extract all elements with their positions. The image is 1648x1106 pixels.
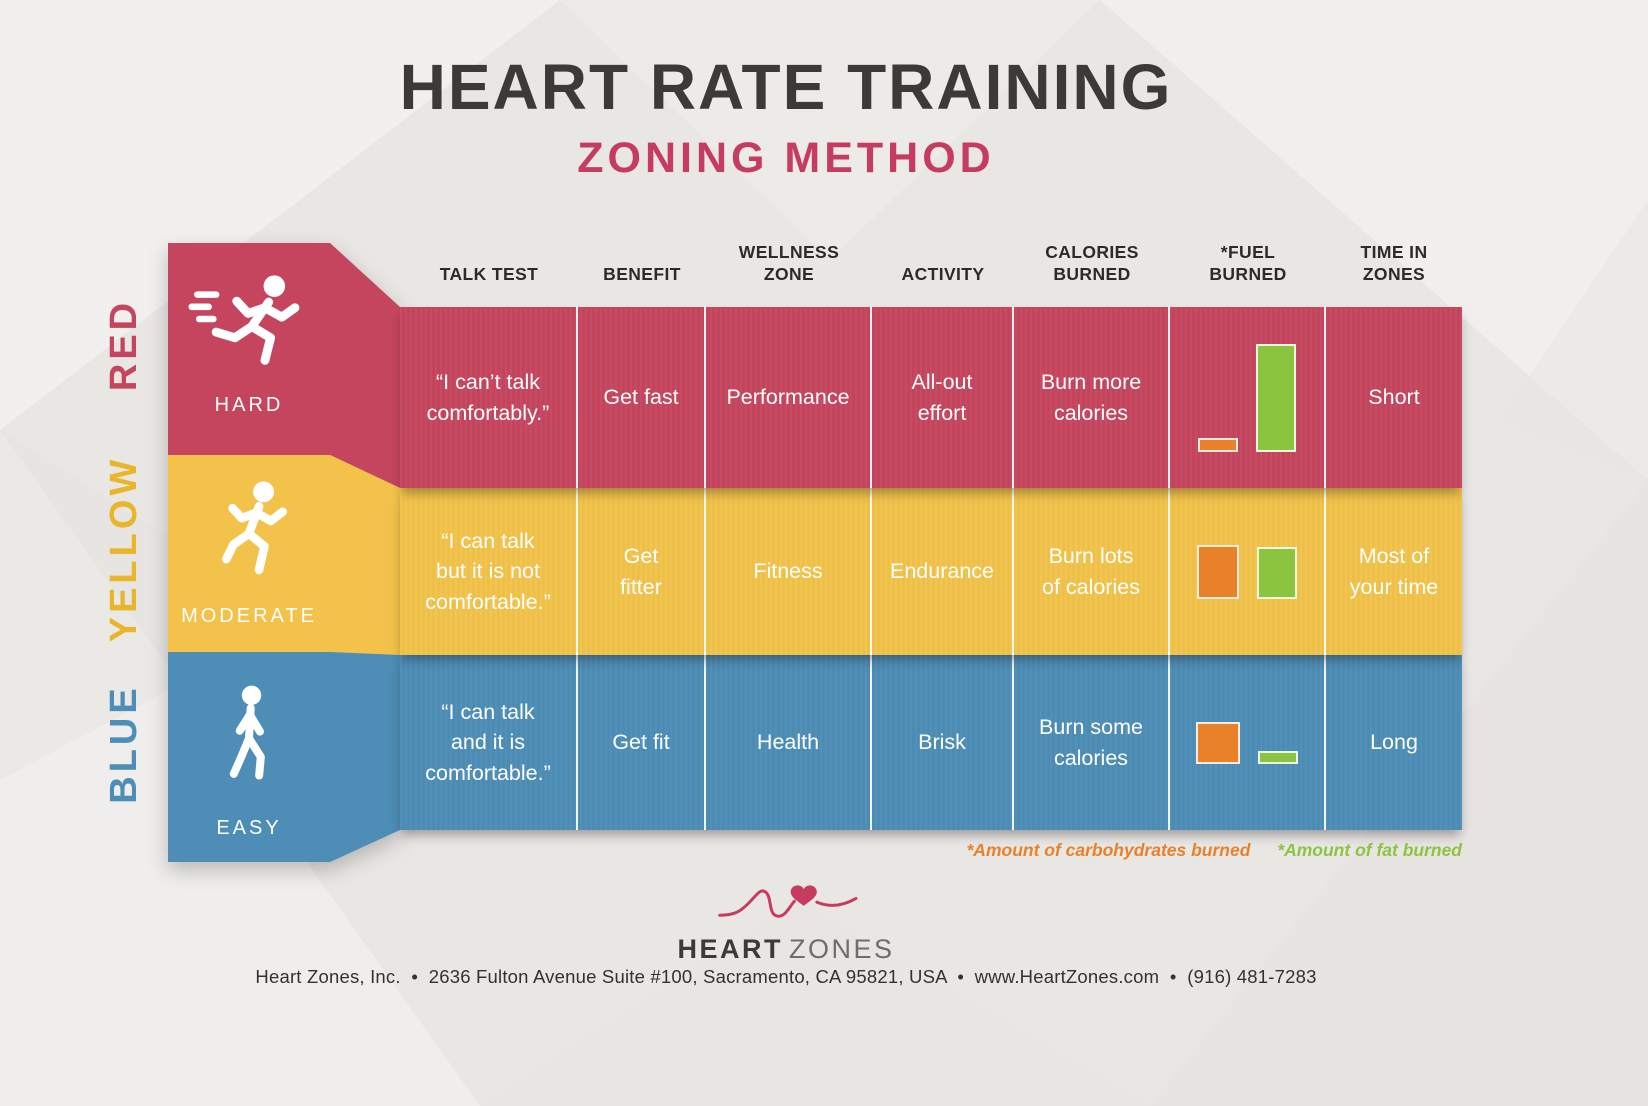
calories-burned-cell: Burn lots of calories bbox=[1014, 488, 1170, 655]
fuel-bars-group bbox=[1197, 544, 1297, 599]
brand-word-zones: ZONES bbox=[788, 934, 895, 964]
column-header-time-in-zones: TIME IN ZONES bbox=[1360, 241, 1428, 285]
heartbeat-icon bbox=[718, 885, 858, 918]
walking-person-icon bbox=[168, 652, 330, 817]
zone-tab-hard: HARD bbox=[168, 243, 330, 455]
footer-contact: Heart Zones, Inc. • 2636 Fulton Avenue S… bbox=[255, 966, 1317, 987]
calories-burned-cell: Burn some calories bbox=[1014, 655, 1170, 830]
fuel-bars-group bbox=[1198, 343, 1296, 452]
fuel-legend: *Amount of carbohydrates burned *Amount … bbox=[945, 840, 1463, 861]
heart-zones-logo: HEART ZONES bbox=[0, 876, 1572, 965]
benefit-cell: Get fitter bbox=[578, 488, 706, 655]
zone-tabs: HARD MODERATE bbox=[168, 243, 400, 862]
zone-tab-moderate: MODERATE bbox=[168, 455, 330, 652]
activity-cell: All-out effort bbox=[872, 307, 1014, 488]
wellness-zone-cell: Performance bbox=[706, 307, 872, 488]
time-in-zones-cell: Long bbox=[1370, 730, 1418, 755]
fuel-bars-group bbox=[1196, 721, 1298, 764]
zone-row-red: “I can’t talk comfortably.” Get fast Per… bbox=[400, 307, 1462, 488]
activity-cell: Endurance bbox=[872, 488, 1014, 655]
intensity-label-hard: HARD bbox=[214, 394, 284, 416]
wellness-zone-cell: Fitness bbox=[706, 488, 872, 655]
talk-test-cell: “I can’t talk comfortably.” bbox=[400, 307, 578, 488]
zone-row-blue: “I can talk and it is comfortable.” Get … bbox=[400, 655, 1462, 830]
fat-legend-note: *Amount of fat burned bbox=[1277, 840, 1462, 860]
zone-row-yellow: “I can talk but it is not comfortable.” … bbox=[400, 488, 1462, 655]
carb-bar bbox=[1198, 437, 1238, 452]
column-headers: TALK TEST BENEFIT WELLNESS ZONE ACTIVITY… bbox=[400, 240, 1462, 298]
benefit-cell: Get fit bbox=[578, 655, 706, 830]
zone-table: “I can’t talk comfortably.” Get fast Per… bbox=[400, 307, 1462, 830]
column-header-talk-test: TALK TEST bbox=[439, 264, 539, 285]
column-header-activity: ACTIVITY bbox=[901, 264, 985, 285]
zone-name-yellow: YELLOW bbox=[103, 455, 145, 643]
fat-bar bbox=[1256, 343, 1296, 452]
page-subtitle: ZONING METHOD bbox=[577, 134, 995, 182]
carb-bar bbox=[1197, 544, 1239, 599]
activity-cell: Brisk bbox=[872, 655, 1014, 830]
ribbon-fold bbox=[330, 243, 400, 862]
fuel-burned-cell bbox=[1170, 488, 1326, 655]
brand-wordmark: HEART ZONES bbox=[0, 934, 1572, 965]
sprinting-person-icon bbox=[168, 243, 330, 394]
time-in-zones-cell: Most of your time bbox=[1349, 544, 1439, 599]
zone-name-red: RED bbox=[103, 298, 145, 392]
intensity-label-easy: EASY bbox=[216, 817, 282, 839]
zone-tab-easy: EASY bbox=[168, 652, 330, 862]
column-header-wellness-zone: WELLNESS ZONE bbox=[738, 241, 840, 285]
benefit-cell: Get fast bbox=[578, 307, 706, 488]
jogging-person-icon bbox=[168, 455, 330, 605]
column-header-fuel-burned: *FUEL BURNED bbox=[1209, 241, 1287, 285]
fat-bar bbox=[1258, 750, 1298, 764]
column-header-calories-burned: CALORIES BURNED bbox=[1045, 241, 1139, 285]
column-header-benefit: BENEFIT bbox=[603, 264, 681, 285]
carbs-legend-note: *Amount of carbohydrates burned bbox=[966, 840, 1251, 860]
talk-test-cell: “I can talk but it is not comfortable.” bbox=[400, 488, 578, 655]
fat-bar bbox=[1257, 546, 1297, 599]
brand-word-heart: HEART bbox=[677, 934, 783, 964]
fuel-burned-cell bbox=[1170, 307, 1326, 488]
carb-bar bbox=[1196, 721, 1240, 764]
page-title: HEART RATE TRAINING bbox=[399, 51, 1173, 123]
time-in-zones-cell: Short bbox=[1368, 385, 1420, 410]
talk-test-cell: “I can talk and it is comfortable.” bbox=[400, 655, 578, 830]
wellness-zone-cell: Health bbox=[706, 655, 872, 830]
fuel-burned-cell bbox=[1170, 655, 1326, 830]
intensity-label-moderate: MODERATE bbox=[181, 605, 317, 627]
calories-burned-cell: Burn more calories bbox=[1014, 307, 1170, 488]
zone-name-blue: BLUE bbox=[103, 684, 145, 804]
